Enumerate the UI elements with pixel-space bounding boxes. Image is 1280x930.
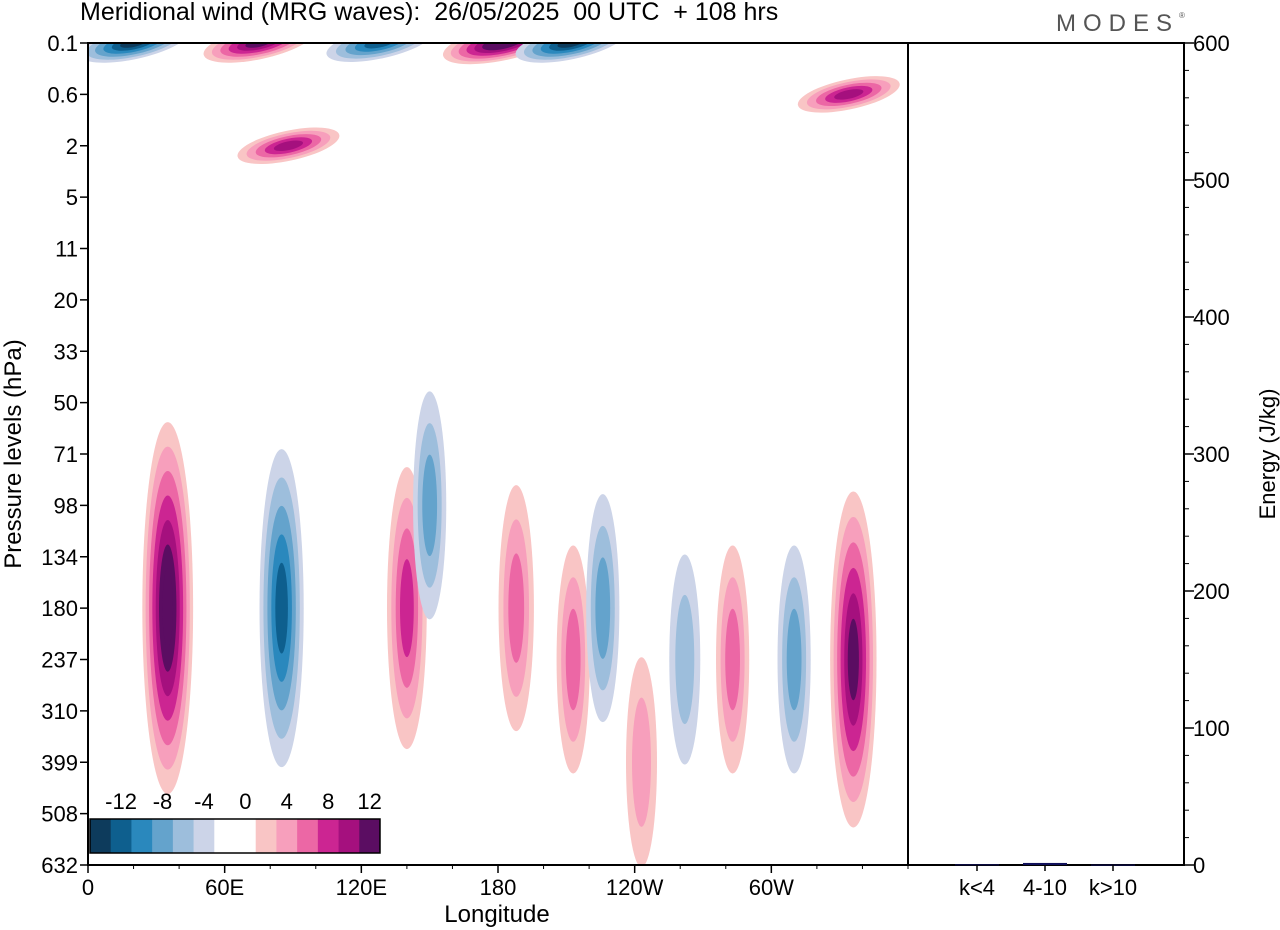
y-tick-label: 5: [66, 185, 78, 210]
colorbar-swatch: [276, 819, 298, 853]
contour-region: [786, 608, 802, 711]
energy-category-labels: k<4 4-10 k>10: [959, 865, 1137, 900]
y-tick-label: 0.6: [47, 82, 78, 107]
colorbar: -12 -8 -4 0 4 8 12: [89, 789, 382, 854]
y-tick-label: 632: [41, 853, 78, 878]
y-tick-label: 71: [54, 442, 78, 467]
colorbar-label: 12: [357, 789, 381, 814]
colorbar-swatch: [90, 819, 112, 853]
y-tick-label: 508: [41, 802, 78, 827]
contour-region: [595, 557, 611, 659]
y-tick-label: 134: [41, 545, 78, 570]
x-tick-label: 0: [82, 875, 94, 900]
energy-bar: [1023, 862, 1067, 865]
energy-axis-label: Energy (J/kg): [1255, 389, 1280, 520]
energy-category-label: k<4: [959, 875, 995, 900]
colorbar-swatch: [131, 819, 153, 853]
colorbar-swatch: [255, 819, 277, 853]
energy-tick-label: 300: [1193, 442, 1230, 467]
heatmap-contours: [88, 43, 900, 865]
contour-region: [273, 140, 304, 151]
y-tick-label: 98: [54, 493, 78, 518]
energy-axis-ticks: 0 100 200 300 400 500 600: [1184, 31, 1230, 878]
contour-region: [275, 562, 288, 654]
colorbar-label: 4: [281, 789, 293, 814]
energy-tick-label: 200: [1193, 579, 1230, 604]
energy-category-label: 4-10: [1023, 875, 1067, 900]
contour-region: [632, 697, 651, 827]
colorbar-swatch: [338, 819, 360, 853]
energy-frame: [907, 42, 1185, 866]
colorbar-label: 8: [322, 789, 334, 814]
chart-title: Meridional wind (MRG waves): 26/05/2025 …: [80, 0, 779, 26]
x-tick-label: 120E: [336, 875, 387, 900]
y-tick-label: 180: [41, 596, 78, 621]
x-tick-label: 60E: [205, 875, 244, 900]
contour-region: [399, 559, 414, 658]
y-tick-label: 0.1: [47, 31, 78, 56]
x-tick-label: 60W: [749, 875, 794, 900]
contour-region: [162, 568, 174, 648]
x-axis-ticks: 0 60E 120E 180 120W 60W: [82, 865, 909, 900]
contour-region: [490, 43, 516, 48]
contour-region: [834, 89, 864, 100]
contour-region: [565, 608, 581, 711]
energy-tick-label: 600: [1193, 31, 1230, 56]
y-tick-label: 2: [66, 134, 78, 159]
brand-logo: MODES®: [1056, 10, 1185, 37]
colorbar-swatch: [193, 819, 215, 853]
colorbar-swatch: [214, 819, 236, 853]
colorbar-swatch: [152, 819, 174, 853]
colorbar-label: 0: [239, 789, 251, 814]
contour-region: [120, 43, 147, 48]
energy-tick-label: 500: [1193, 168, 1230, 193]
colorbar-swatch: [359, 819, 381, 853]
contour-region: [675, 594, 695, 725]
colorbar-label: -4: [194, 789, 214, 814]
contour-region: [422, 454, 438, 557]
y-axis-label: Pressure levels (hPa): [0, 339, 27, 568]
colorbar-swatch: [235, 819, 257, 853]
x-tick-label: 120W: [606, 875, 664, 900]
contour-region: [847, 618, 859, 701]
colorbar-label: -8: [153, 789, 173, 814]
colorbar-label: -12: [105, 789, 137, 814]
y-tick-label: 310: [41, 699, 78, 724]
energy-bar: [955, 864, 999, 866]
energy-tick-label: 0: [1193, 853, 1205, 878]
x-axis-label: Longitude: [444, 901, 549, 928]
energy-tick-label: 400: [1193, 305, 1230, 330]
energy-category-label: k>10: [1089, 875, 1137, 900]
contour-region: [364, 43, 395, 49]
contour-region: [245, 43, 273, 48]
contour-region: [725, 608, 741, 711]
y-tick-label: 11: [55, 237, 78, 262]
y-axis-ticks: 0.1 0.6 2 5 11 20 33 50 71 98 134 180 237 310 399 508 63…: [41, 31, 88, 878]
colorbar-swatch: [110, 819, 132, 853]
colorbar-swatch: [317, 819, 340, 853]
y-tick-label: 237: [41, 648, 78, 673]
y-tick-label: 33: [54, 339, 78, 364]
colorbar-swatch: [172, 819, 195, 853]
energy-tick-label: 100: [1193, 716, 1230, 741]
contour-region: [508, 553, 525, 663]
x-tick-label: 180: [480, 875, 517, 900]
y-tick-label: 399: [41, 750, 78, 775]
y-tick-label: 20: [54, 288, 78, 313]
colorbar-swatch: [297, 819, 319, 853]
y-tick-label: 50: [54, 391, 78, 416]
